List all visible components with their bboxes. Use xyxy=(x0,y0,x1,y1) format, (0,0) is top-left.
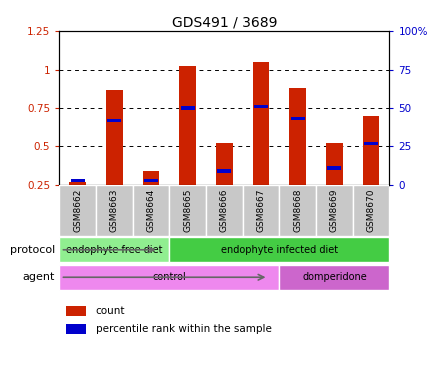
Text: GSM8664: GSM8664 xyxy=(147,189,156,232)
Text: GSM8669: GSM8669 xyxy=(330,189,339,232)
Bar xyxy=(216,143,233,185)
Bar xyxy=(363,116,379,185)
Bar xyxy=(66,324,86,334)
Bar xyxy=(217,169,231,173)
Text: agent: agent xyxy=(22,272,55,282)
Bar xyxy=(70,182,86,185)
Bar xyxy=(106,90,123,185)
Bar xyxy=(96,185,133,236)
Text: GSM8665: GSM8665 xyxy=(183,189,192,232)
Bar xyxy=(326,143,343,185)
Bar xyxy=(206,185,243,236)
Bar xyxy=(59,238,169,262)
Bar xyxy=(291,117,305,120)
Text: GSM8670: GSM8670 xyxy=(367,189,376,232)
Bar xyxy=(253,62,269,185)
Text: endophyte free diet: endophyte free diet xyxy=(66,245,163,255)
Bar xyxy=(279,185,316,236)
Bar xyxy=(71,179,85,182)
Bar xyxy=(254,105,268,108)
Bar xyxy=(353,185,389,236)
Text: domperidone: domperidone xyxy=(302,272,367,282)
Text: count: count xyxy=(96,306,125,316)
Bar xyxy=(181,106,195,110)
Text: protocol: protocol xyxy=(10,245,55,255)
Text: GSM8663: GSM8663 xyxy=(110,189,119,232)
Bar xyxy=(243,185,279,236)
Bar xyxy=(279,265,389,290)
Text: endophyte infected diet: endophyte infected diet xyxy=(221,245,338,255)
Text: GSM8662: GSM8662 xyxy=(73,189,82,232)
Bar xyxy=(180,67,196,185)
Bar xyxy=(133,185,169,236)
Text: GSM8668: GSM8668 xyxy=(293,189,302,232)
Bar xyxy=(143,171,159,185)
Bar xyxy=(316,185,353,236)
Bar xyxy=(59,185,96,236)
Text: GSM8666: GSM8666 xyxy=(220,189,229,232)
Text: control: control xyxy=(153,272,186,282)
Bar xyxy=(327,166,341,169)
Bar xyxy=(290,88,306,185)
Bar xyxy=(66,306,86,316)
Bar xyxy=(169,238,389,262)
Bar xyxy=(169,185,206,236)
Bar xyxy=(59,265,279,290)
Title: GDS491 / 3689: GDS491 / 3689 xyxy=(172,16,277,30)
Text: percentile rank within the sample: percentile rank within the sample xyxy=(96,324,271,334)
Bar xyxy=(107,119,121,122)
Text: GSM8667: GSM8667 xyxy=(257,189,266,232)
Bar xyxy=(144,179,158,182)
Bar xyxy=(364,142,378,145)
